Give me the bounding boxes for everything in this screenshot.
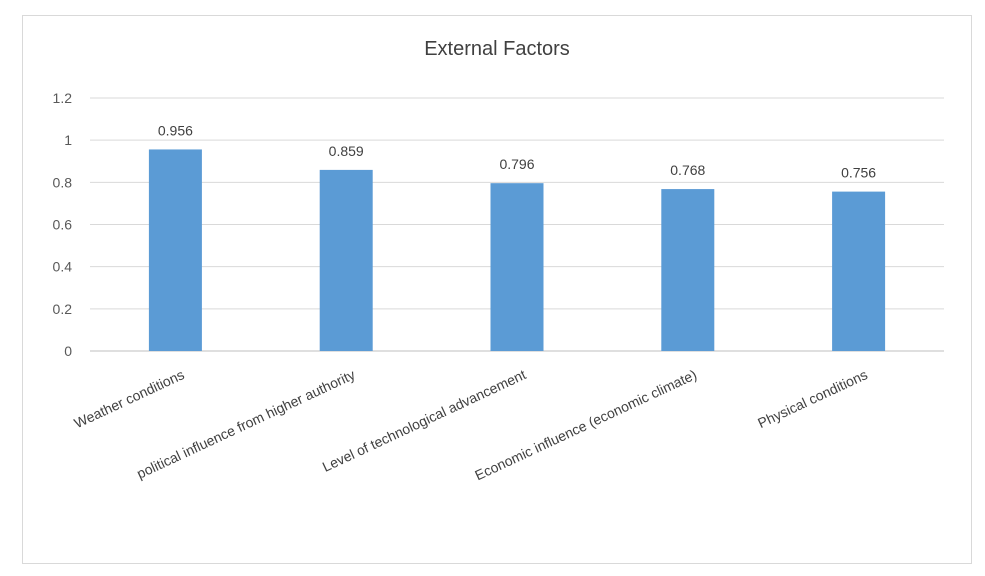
category-label: Physical conditions [755,366,870,431]
y-tick-label: 0 [64,343,72,359]
bar [832,191,886,351]
bar [661,189,715,351]
data-label: 0.756 [841,165,876,181]
y-tick-label: 0.2 [53,301,73,317]
y-tick-label: 0.8 [53,174,73,190]
y-tick-label: 1 [64,132,72,148]
chart-title: External Factors [424,38,570,60]
data-label: 0.956 [158,122,193,138]
bar [319,169,373,351]
data-label: 0.796 [499,156,534,172]
data-labels: 0.956 0.859 0.796 0.768 0.756 [158,122,876,180]
y-tick-label: 0.6 [53,217,73,233]
data-label: 0.859 [329,143,364,159]
data-label: 0.768 [670,162,705,178]
category-label: Weather conditions [72,366,187,431]
y-axis-ticks: 0 0.2 0.4 0.6 0.8 1 1.2 [53,90,73,359]
bars [148,149,886,351]
gridlines [90,97,944,352]
bar [148,149,202,351]
bar [490,183,544,351]
y-tick-label: 1.2 [53,90,73,106]
y-tick-label: 0.4 [53,259,73,275]
